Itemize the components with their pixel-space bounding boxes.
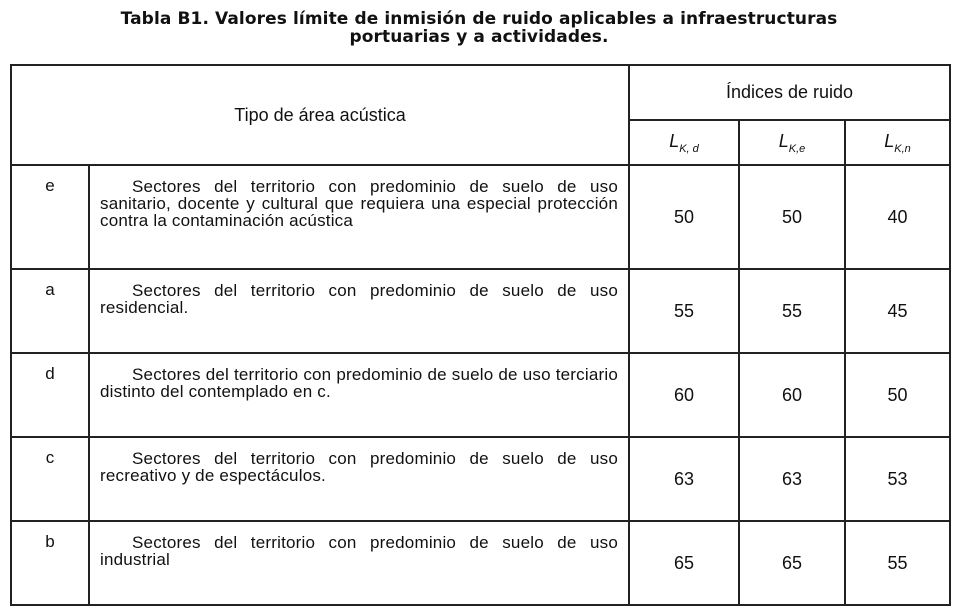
table-row: b Sectores del territorio con predominio… <box>10 520 951 606</box>
table-row: c Sectores del territorio con predominio… <box>10 436 951 522</box>
table-row: e Sectores del territorio con predominio… <box>10 164 951 270</box>
value-day: 50 <box>628 164 740 270</box>
index-header-day: LK, d <box>628 119 740 166</box>
index-subscript: K,n <box>894 142 911 155</box>
value-night: 45 <box>844 268 951 354</box>
value-day: 55 <box>628 268 740 354</box>
index-symbol: L <box>884 130 895 151</box>
value-evening: 60 <box>738 352 846 438</box>
value-day: 63 <box>628 436 740 522</box>
index-subscript: K, d <box>679 142 699 155</box>
table-title-line-2: portuarias y a actividades. <box>349 27 609 47</box>
area-description: Sectores del territorio con predominio d… <box>88 164 630 270</box>
value-evening: 63 <box>738 436 846 522</box>
value-night: 50 <box>844 352 951 438</box>
value-evening: 55 <box>738 268 846 354</box>
area-description-text: Sectores del territorio con predominio d… <box>100 449 618 485</box>
area-description-text: Sectores del territorio con predominio d… <box>100 533 618 569</box>
area-code: b <box>10 520 90 606</box>
index-header-evening: LK,e <box>738 119 846 166</box>
header-row-top: Tipo de área acústica Índices de ruido <box>10 64 951 166</box>
area-code: e <box>10 164 90 270</box>
index-header-night: LK,n <box>844 119 951 166</box>
index-symbol: L <box>778 130 789 151</box>
header-row-symbols: LK, d LK,e LK,n <box>11 119 951 166</box>
table-row: a Sectores del territorio con predominio… <box>10 268 951 354</box>
value-day: 60 <box>628 352 740 438</box>
area-type-header: Tipo de área acústica <box>10 64 630 166</box>
noise-indices-header: Índices de ruido <box>628 64 951 121</box>
table-row: d Sectores del territorio con predominio… <box>10 352 951 438</box>
index-symbol: L <box>669 130 680 151</box>
value-night: 53 <box>844 436 951 522</box>
area-code: a <box>10 268 90 354</box>
index-subscript: K,e <box>788 142 806 155</box>
table-title: Tabla B1. Valores límite de inmisión de … <box>0 10 958 46</box>
area-description: Sectores del territorio con predominio d… <box>88 352 630 438</box>
noise-limits-table: Tipo de área acústica Índices de ruido L… <box>10 64 951 606</box>
area-description: Sectores del territorio con predominio d… <box>88 520 630 606</box>
area-code: c <box>10 436 90 522</box>
area-code: d <box>10 352 90 438</box>
area-description: Sectores del territorio con predominio d… <box>88 436 630 522</box>
value-evening: 50 <box>738 164 846 270</box>
area-description-text: Sectores del territorio con predominio d… <box>100 365 618 401</box>
value-evening: 65 <box>738 520 846 606</box>
value-night: 40 <box>844 164 951 270</box>
table-title-line-1: Tabla B1. Valores límite de inmisión de … <box>120 9 838 29</box>
area-description-text: Sectores del territorio con predominio d… <box>100 281 618 317</box>
area-description: Sectores del territorio con predominio d… <box>88 268 630 354</box>
area-description-text: Sectores del territorio con predominio d… <box>100 177 618 230</box>
value-night: 55 <box>844 520 951 606</box>
value-day: 65 <box>628 520 740 606</box>
